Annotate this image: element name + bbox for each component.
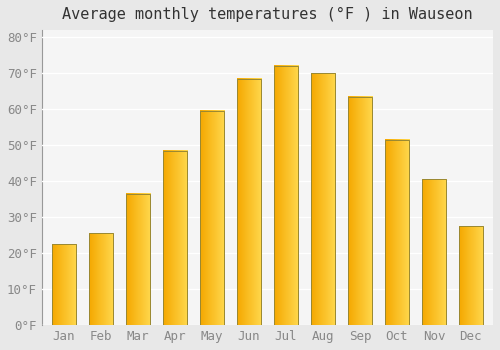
Title: Average monthly temperatures (°F ) in Wauseon: Average monthly temperatures (°F ) in Wa… — [62, 7, 472, 22]
